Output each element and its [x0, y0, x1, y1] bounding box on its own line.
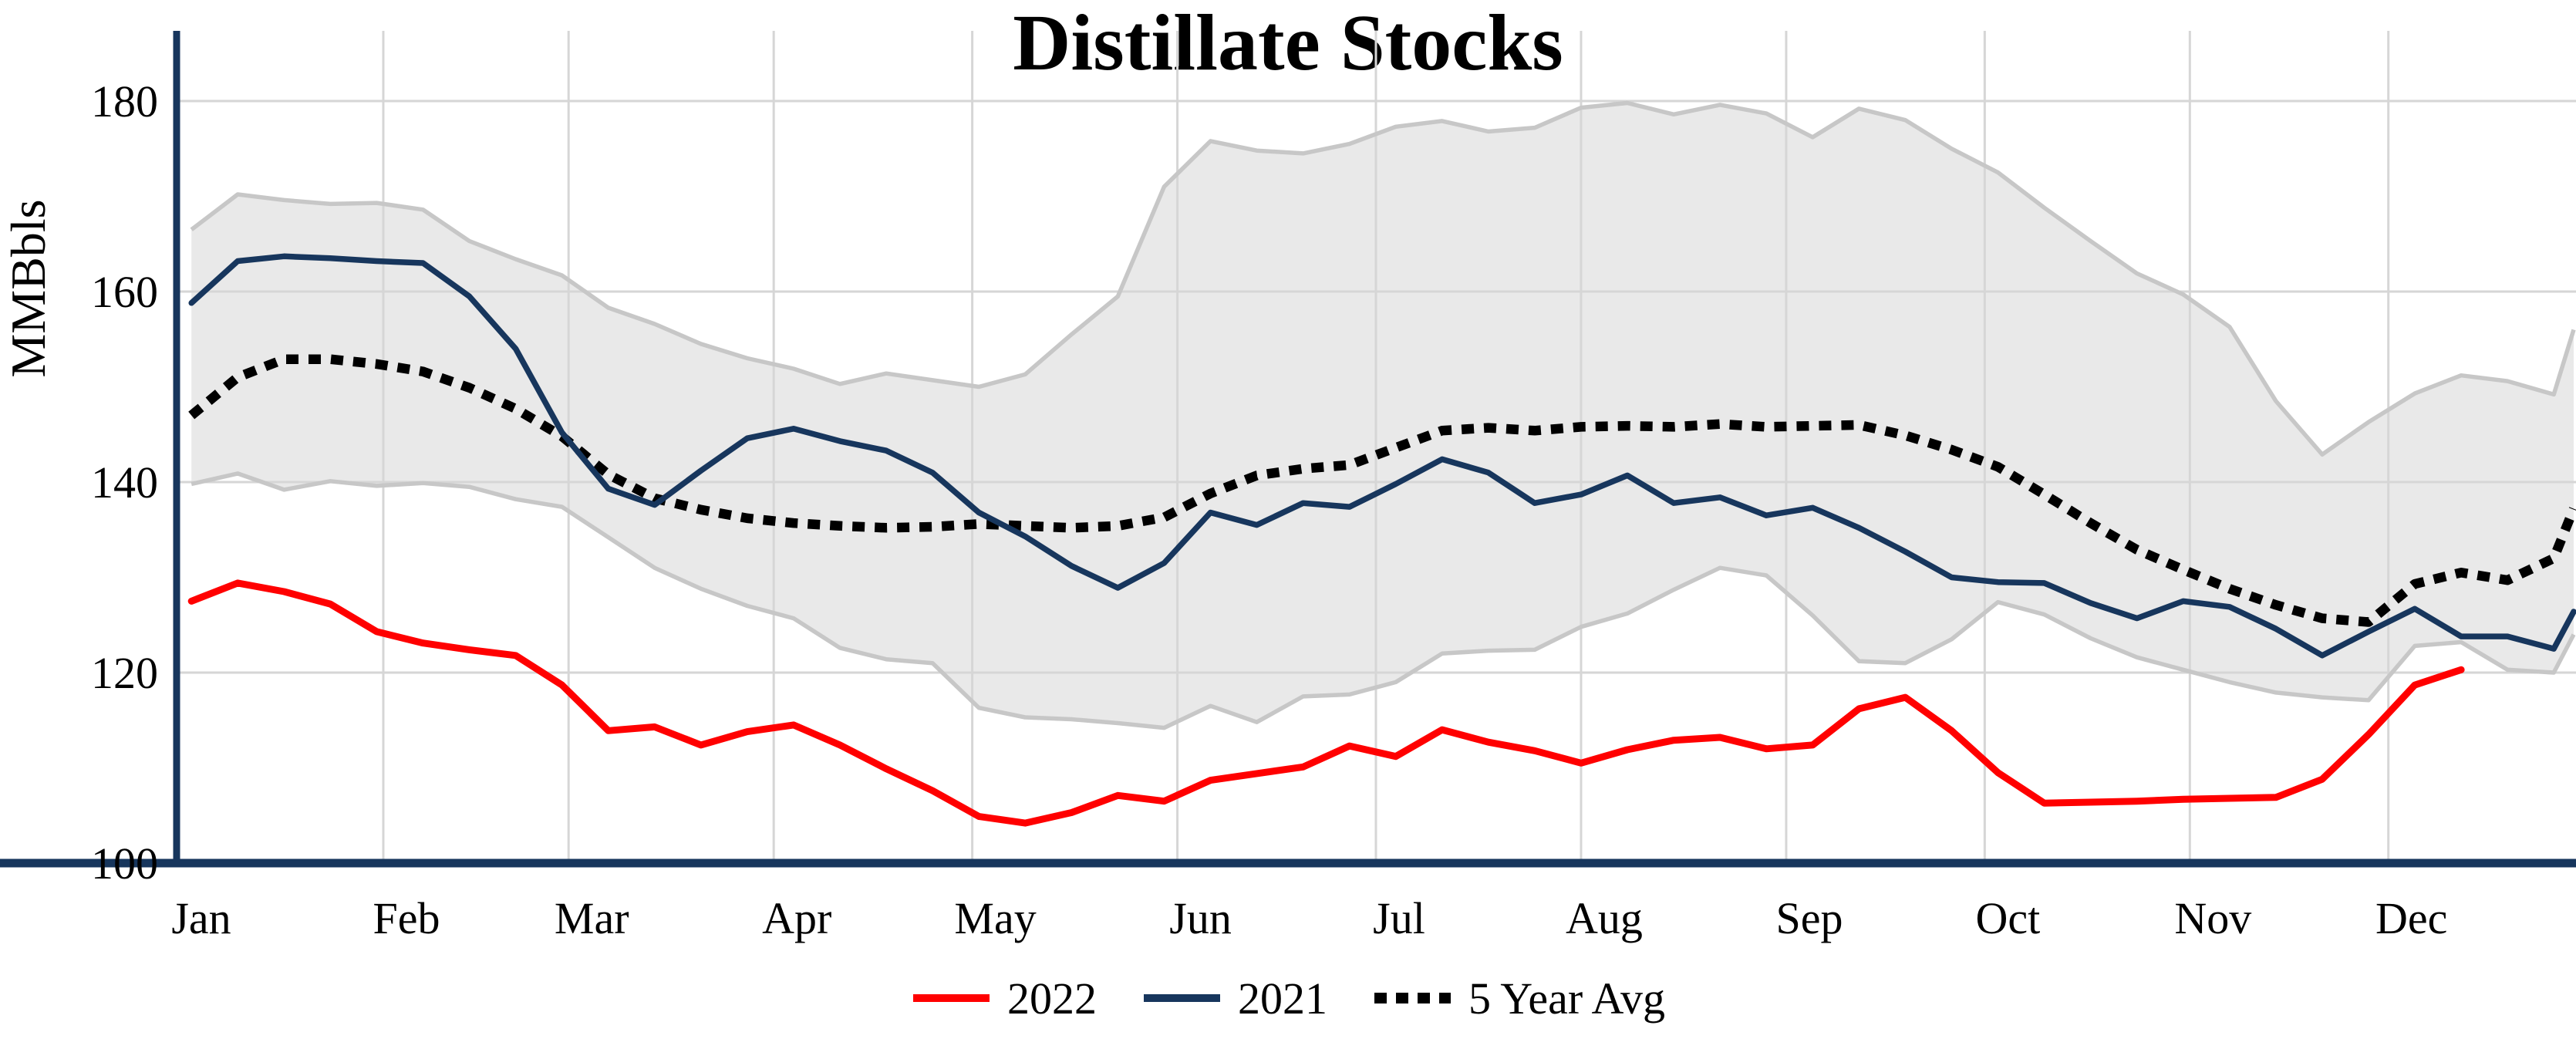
x-tick-label-Apr: Apr	[762, 893, 831, 943]
x-tick-label-Nov: Nov	[2174, 893, 2251, 943]
x-tick-label-Sep: Sep	[1775, 893, 1843, 943]
five-year-range-band	[191, 103, 2574, 728]
legend-label: 5 Year Avg	[1468, 973, 1666, 1024]
x-tick-label-Jan: Jan	[171, 893, 231, 943]
x-tick-label-Dec: Dec	[2375, 893, 2447, 943]
y-tick-label-160: 160	[91, 267, 158, 317]
series-line-2022	[187, 579, 2465, 827]
y-tick-label-180: 180	[91, 76, 158, 126]
x-tick-label-Aug: Aug	[1566, 893, 1643, 943]
legend-swatch-2021	[1143, 994, 1220, 1002]
legend-item-5-year-avg: 5 Year Avg	[1372, 973, 1665, 1024]
series-line-5-year-avg	[188, 354, 2576, 627]
legend-label: 2021	[1237, 973, 1327, 1024]
series-line-2021	[188, 253, 2576, 659]
legend: 2022 2021 5 Year Avg	[0, 966, 2576, 1030]
legend-item-2022: 2022	[911, 973, 1097, 1024]
y-tick-label-120: 120	[91, 648, 158, 698]
x-tick-label-Oct: Oct	[1975, 893, 2040, 943]
band-top-edge	[190, 100, 2576, 457]
chart-title: Distillate Stocks	[1013, 0, 1563, 87]
x-tick-label-Feb: Feb	[373, 893, 440, 943]
legend-item-2021: 2021	[1141, 973, 1327, 1024]
legend-label: 2022	[1006, 973, 1097, 1024]
x-tick-label-Jul: Jul	[1373, 893, 1425, 943]
band-bottom-edge	[191, 471, 2576, 730]
legend-swatch-2022	[912, 994, 990, 1002]
x-tick-label-Jun: Jun	[1169, 893, 1232, 943]
y-tick-label-140: 140	[91, 457, 158, 508]
y-tick-label-100: 100	[91, 838, 158, 889]
legend-swatch-5-year-avg	[1374, 993, 1451, 1003]
x-tick-label-May: May	[954, 893, 1036, 943]
x-tick-label-Mar: Mar	[555, 893, 629, 943]
